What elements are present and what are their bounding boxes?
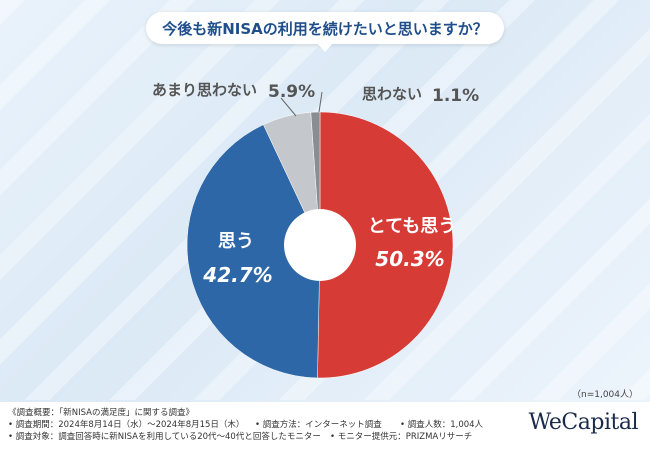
slice-very-agree — [317, 111, 454, 379]
slice-label-agree: 思う — [218, 231, 254, 252]
pie-chart: とても思う 50.3% 思う 42.7% あまり思わない 5.9% 思わない 1… — [152, 81, 479, 379]
sample-size: （n=1,004人） — [571, 390, 638, 400]
slice-label-slightly-disagree: あまり思わない — [152, 81, 257, 99]
chart-title: 今後も新NISAの利用を続けたいと思いますか？ — [146, 12, 504, 44]
slice-value-very-agree: 50.3% — [375, 247, 444, 271]
survey-count: • 調査人数：1,004人 — [400, 420, 484, 430]
footer — [0, 402, 650, 450]
slice-value-agree: 42.7% — [202, 263, 272, 287]
chart-title-text: 今後も新NISAの利用を続けたいと思いますか？ — [162, 19, 488, 38]
slice-agree — [186, 124, 321, 379]
leader-line-slightly-disagree — [280, 97, 297, 117]
slice-label-disagree: 思わない — [362, 85, 422, 103]
slice-value-disagree: 1.1% — [432, 86, 479, 106]
slice-value-slightly-disagree: 5.9% — [268, 82, 315, 102]
survey-target: • 調査対象：調査回答時に新NISAを利用している20代～40代と回答したモニタ… — [8, 432, 321, 442]
wecapital-logo: WeCapital — [528, 410, 639, 435]
pie-center-hole — [284, 209, 356, 281]
survey-provider: • モニター提供元：PRIZMAリサーチ — [330, 432, 473, 442]
leader-line-disagree — [318, 91, 323, 113]
slice-label-very-agree: とても思う — [368, 216, 457, 237]
title-bubble-tail — [317, 43, 333, 52]
survey-method: • 調査方法：インターネット調査 — [255, 420, 382, 430]
survey-period: • 調査期間：2024年8月14日（水）～2024年8月15日（木） — [8, 420, 245, 430]
survey-overview: 《調査概要：「新NISAの満足度」に関する調査》 — [8, 408, 194, 418]
